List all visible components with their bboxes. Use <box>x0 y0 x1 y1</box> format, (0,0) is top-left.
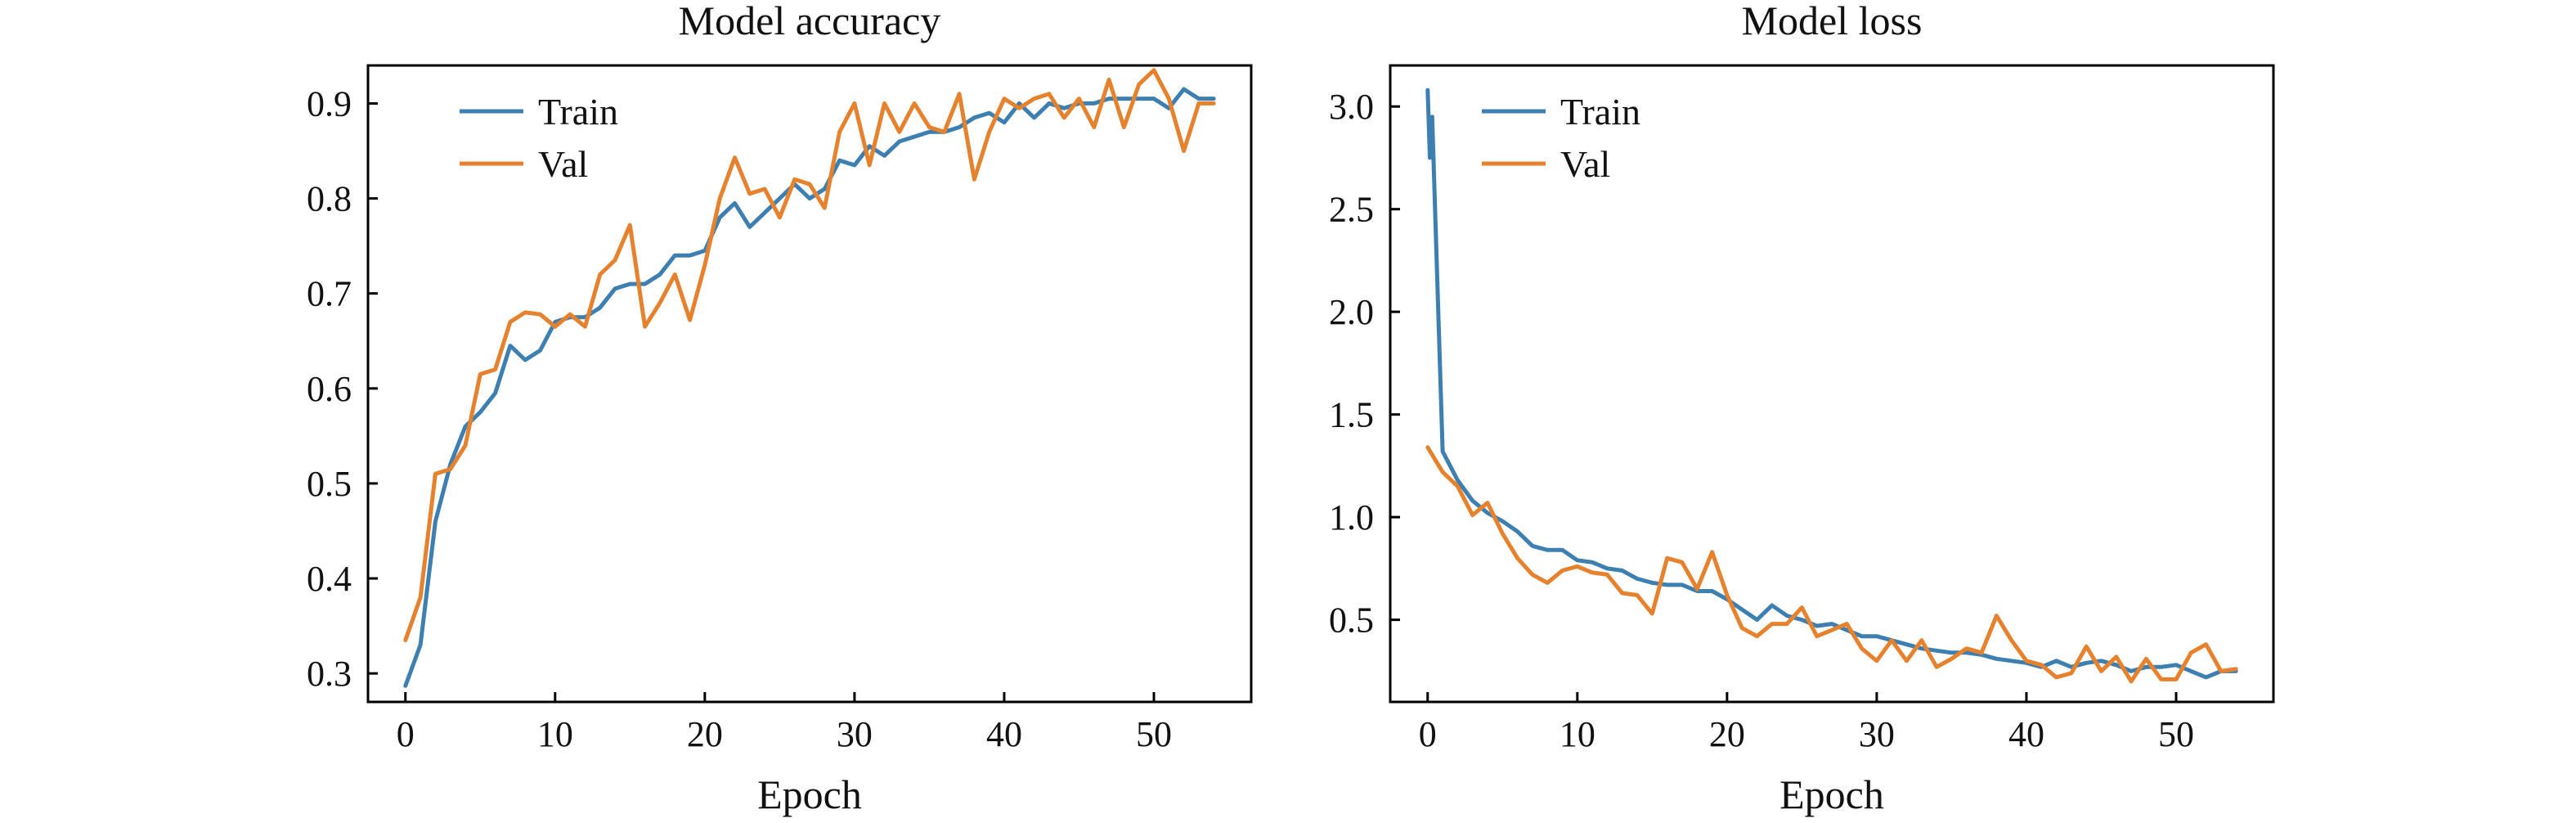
accuracy-lines <box>403 68 1216 688</box>
loss-x-axis-label: Epoch <box>1779 771 1884 817</box>
accuracy-val-line <box>403 68 1216 642</box>
accuracy-x-tick-label: 10 <box>537 714 573 754</box>
loss-val-line <box>1425 445 2238 684</box>
accuracy-x-tick-label: 30 <box>837 714 873 754</box>
loss-train-line <box>1425 88 2238 680</box>
accuracy-y-tick-label: 0.4 <box>307 559 352 599</box>
accuracy-x-tick-label: 50 <box>1136 714 1172 754</box>
loss-y-tick-label: 0.5 <box>1329 600 1374 641</box>
accuracy-y-tick-label: 0.7 <box>307 274 352 314</box>
accuracy-y-tick-label: 0.6 <box>307 369 352 409</box>
accuracy-ticks: 0 10 20 30 40 50 0.3 0.4 0.5 0.6 0.7 0.8 0.9 <box>307 83 1172 754</box>
loss-x-tick-label: 30 <box>1859 714 1895 754</box>
loss-x-tick-label: 50 <box>2158 714 2194 754</box>
loss-y-tick-label: 2.5 <box>1329 190 1374 230</box>
loss-x-tick-label: 20 <box>1709 714 1745 754</box>
loss-title: Model loss <box>1742 0 1923 43</box>
loss-lines <box>1425 88 2238 684</box>
loss-y-tick-label: 3.0 <box>1329 87 1374 127</box>
accuracy-y-tick-label: 0.8 <box>307 179 352 219</box>
loss-axes-frame <box>1389 64 2275 704</box>
loss-legend-label-train: Train <box>1560 91 1640 133</box>
loss-x-tick-label: 0 <box>1419 714 1437 754</box>
loss-x-tick-label: 10 <box>1560 714 1595 754</box>
loss-legend-label-val: Val <box>1560 143 1610 185</box>
accuracy-train-line <box>403 87 1216 688</box>
accuracy-axes-frame <box>366 64 1253 704</box>
accuracy-x-tick-label: 0 <box>397 714 415 754</box>
accuracy-x-tick-label: 20 <box>687 714 723 754</box>
loss-y-tick-label: 2.0 <box>1329 292 1374 332</box>
accuracy-x-tick-label: 40 <box>986 714 1022 754</box>
loss-y-tick-label: 1.5 <box>1329 395 1374 435</box>
accuracy-legend-label-train: Train <box>538 91 618 133</box>
accuracy-title: Model accuracy <box>679 0 941 43</box>
loss-ticks: 0 10 20 30 40 50 0.5 1.0 1.5 2.0 2.5 3.0 <box>1329 87 2194 754</box>
loss-x-tick-label: 40 <box>2008 714 2044 754</box>
accuracy-x-axis-label: Epoch <box>757 771 862 817</box>
loss-legend: Train Val <box>1482 91 1640 185</box>
loss-y-tick-label: 1.0 <box>1329 497 1374 537</box>
accuracy-legend-label-val: Val <box>538 143 588 185</box>
accuracy-y-tick-label: 0.9 <box>307 83 352 124</box>
accuracy-panel: Model accuracy Epoch 0 10 20 30 40 50 0.3 0.4 0.… <box>307 0 1253 817</box>
loss-panel: Model loss Epoch 0 10 20 30 40 50 0.5 1.0 1.5 2.0… <box>1329 0 2275 817</box>
accuracy-y-tick-label: 0.3 <box>307 654 352 694</box>
accuracy-legend: Train Val <box>460 91 618 185</box>
accuracy-y-tick-label: 0.5 <box>307 464 352 504</box>
